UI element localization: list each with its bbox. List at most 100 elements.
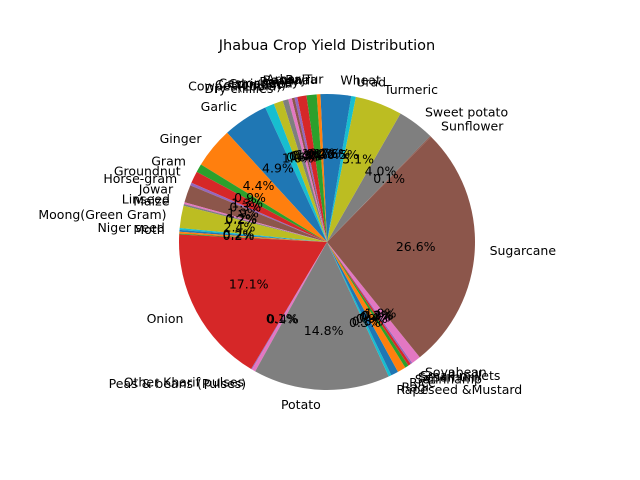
pie-slice-cowpea-lobia bbox=[282, 99, 327, 243]
slice-percent-sunflower: 0.1% bbox=[373, 171, 405, 186]
slice-label-linseed: Linseed bbox=[122, 192, 170, 207]
pie-slice-unlabeled-22 bbox=[179, 233, 327, 242]
slice-label-coriander: Coriander bbox=[228, 76, 290, 91]
slice-label-banana: Banana bbox=[263, 73, 310, 88]
slice-label-sweet-potato: Sweet potato bbox=[425, 105, 508, 120]
pie-slice-sannhamp bbox=[327, 242, 409, 368]
slice-label-arhar-tur: Arhar/Tur bbox=[266, 72, 324, 87]
slice-label-bajra: Bajra bbox=[285, 72, 318, 87]
slice-label-sesamum: Sesamum bbox=[418, 370, 480, 385]
slice-percent-barley: 1.0% bbox=[296, 147, 328, 162]
pie-slice-ragi bbox=[327, 242, 398, 376]
pie-slice-unlabeled-21 bbox=[179, 231, 327, 242]
pie-slice-wheat bbox=[327, 94, 352, 242]
slice-percent-sugarcane: 26.6% bbox=[396, 239, 436, 254]
slice-percent-niger-seed: 0.2% bbox=[223, 227, 255, 242]
slice-label-niger-seed: Niger seed bbox=[97, 220, 164, 235]
pie-slice-gram bbox=[196, 164, 327, 242]
pie-slice-moong-green-gram bbox=[179, 205, 327, 242]
pie-slice-ginger bbox=[200, 132, 327, 242]
pie-slice-moth bbox=[179, 229, 327, 242]
slice-label-barley: Barley bbox=[259, 74, 300, 89]
slice-percent-moong-green-gram: 2.4% bbox=[224, 219, 256, 234]
slice-percent-ragi: 0.8% bbox=[352, 313, 384, 328]
pie-slice-rapeseed-mustard bbox=[327, 242, 392, 377]
slice-percent-rapeseed-mustard: 0.3% bbox=[349, 315, 381, 330]
slice-percent-peas-beans-pulses: 0.4% bbox=[267, 312, 299, 327]
slice-percent-turmeric: 5.1% bbox=[342, 151, 374, 166]
slice-percent-horse-gram: 0.3% bbox=[229, 200, 261, 215]
pie-slice-peas-beans-pulses bbox=[251, 242, 327, 372]
pie-slice-other-kharif-pulses bbox=[251, 242, 327, 370]
slice-label-gram: Gram bbox=[151, 153, 186, 168]
slice-label-moong-green-gram: Moong(Green Gram) bbox=[38, 207, 166, 222]
pie-slice-barley bbox=[297, 95, 327, 243]
pie-slice-onion bbox=[178, 234, 327, 370]
slice-label-peas-beans-pulses: Peas & beans (Pulses) bbox=[109, 376, 247, 391]
pie-slice-bajra bbox=[316, 94, 327, 243]
slice-label-cowpea-lobia: Cowpea(Lobia) bbox=[188, 78, 281, 93]
slice-label-urad: Urad bbox=[356, 74, 386, 89]
slice-percent-gram: 0.9% bbox=[234, 190, 266, 205]
slice-percent-small-millets: 0.2% bbox=[362, 307, 394, 322]
pie-slice-small-millets bbox=[327, 242, 413, 365]
slice-percent-dry-chillies: 1.0% bbox=[282, 151, 314, 166]
slice-percent-linseed: 0.2% bbox=[225, 211, 257, 226]
pie-slice-niger-seed bbox=[179, 227, 327, 242]
pie-slice-rice bbox=[327, 242, 406, 372]
slice-percent-arhar-tur: 0.7% bbox=[309, 146, 341, 161]
slice-label-soyabean: Soyabean bbox=[425, 364, 487, 379]
slice-percent-castor-seed: 0.3% bbox=[292, 148, 324, 163]
pie-slice-maize bbox=[183, 204, 327, 242]
pie-slice-garlic bbox=[227, 107, 327, 243]
pie-slice-arhar-tur bbox=[320, 94, 327, 242]
pie-slice-sugarcane bbox=[327, 136, 475, 358]
slice-percent-sweet-potato: 4.0% bbox=[365, 164, 397, 179]
slice-percent-other-kharif-pulses: 0.1% bbox=[266, 311, 298, 326]
slice-label-dry-chillies: Dry chillies bbox=[204, 81, 273, 96]
slice-label-garlic: Garlic bbox=[201, 99, 237, 114]
slice-label-small-millets: Small millets bbox=[420, 368, 500, 383]
pie-slice-cotton-lint bbox=[288, 98, 327, 243]
pie-slice-dry-chillies bbox=[273, 100, 327, 242]
pie-slices bbox=[178, 94, 475, 390]
slice-label-maize: Maize bbox=[133, 194, 169, 209]
slice-label-jowar: Jowar bbox=[138, 181, 174, 196]
slice-label-turmeric: Turmeric bbox=[383, 82, 438, 97]
pie-slice-potato bbox=[255, 242, 389, 390]
pie-slice-sunflower bbox=[327, 136, 431, 242]
slice-label-groundnut: Groundnut bbox=[114, 163, 181, 178]
slice-percent-sannhamp: 0.4% bbox=[359, 309, 391, 324]
slice-percent-rice: 0.9% bbox=[356, 311, 388, 326]
pie-slice-unlabeled-9 bbox=[265, 103, 327, 243]
slice-percent-maize: 0.2% bbox=[225, 212, 257, 227]
slice-percent-onion: 17.1% bbox=[229, 276, 269, 291]
slice-label-moth: Moth bbox=[133, 222, 164, 237]
slice-label-sannhamp: Sannhamp bbox=[415, 372, 482, 387]
slice-label-ragi: Ragi bbox=[401, 379, 428, 394]
slice-label-castor-seed: Castor seed bbox=[218, 75, 292, 90]
pie-slice-castor-seed bbox=[294, 97, 327, 242]
slice-percent-cotton-lint: 0.4% bbox=[289, 149, 321, 164]
slice-label-potato: Potato bbox=[281, 397, 321, 412]
slice-percent-cowpea-lobia: 0.6% bbox=[286, 149, 318, 164]
pie-slice-linseed bbox=[183, 202, 327, 242]
slice-label-cotton-lint: Cotton(lint) bbox=[215, 77, 286, 92]
slice-percent-wheat: 2.6% bbox=[318, 146, 350, 161]
slice-label-other-kharif-pulses: Other Kharif pulses bbox=[124, 375, 244, 390]
pie-slice-sweet-potato bbox=[327, 113, 431, 243]
pie-slice-jowar bbox=[184, 185, 327, 242]
pie-slice-banana bbox=[306, 94, 327, 242]
pie-slice-turmeric bbox=[327, 96, 401, 242]
slice-percent-garlic: 4.9% bbox=[262, 161, 294, 176]
slice-percent-sesamum: 0.3% bbox=[361, 308, 393, 323]
slice-percent-jowar: 1.9% bbox=[227, 206, 259, 221]
slice-percent-banana: 1.1% bbox=[302, 146, 334, 161]
pie-slice-soyabean bbox=[327, 242, 420, 363]
slice-percent-potato: 14.8% bbox=[304, 323, 344, 338]
pie-slice-coriander bbox=[291, 97, 327, 243]
slice-label-ginger: Ginger bbox=[160, 131, 203, 146]
